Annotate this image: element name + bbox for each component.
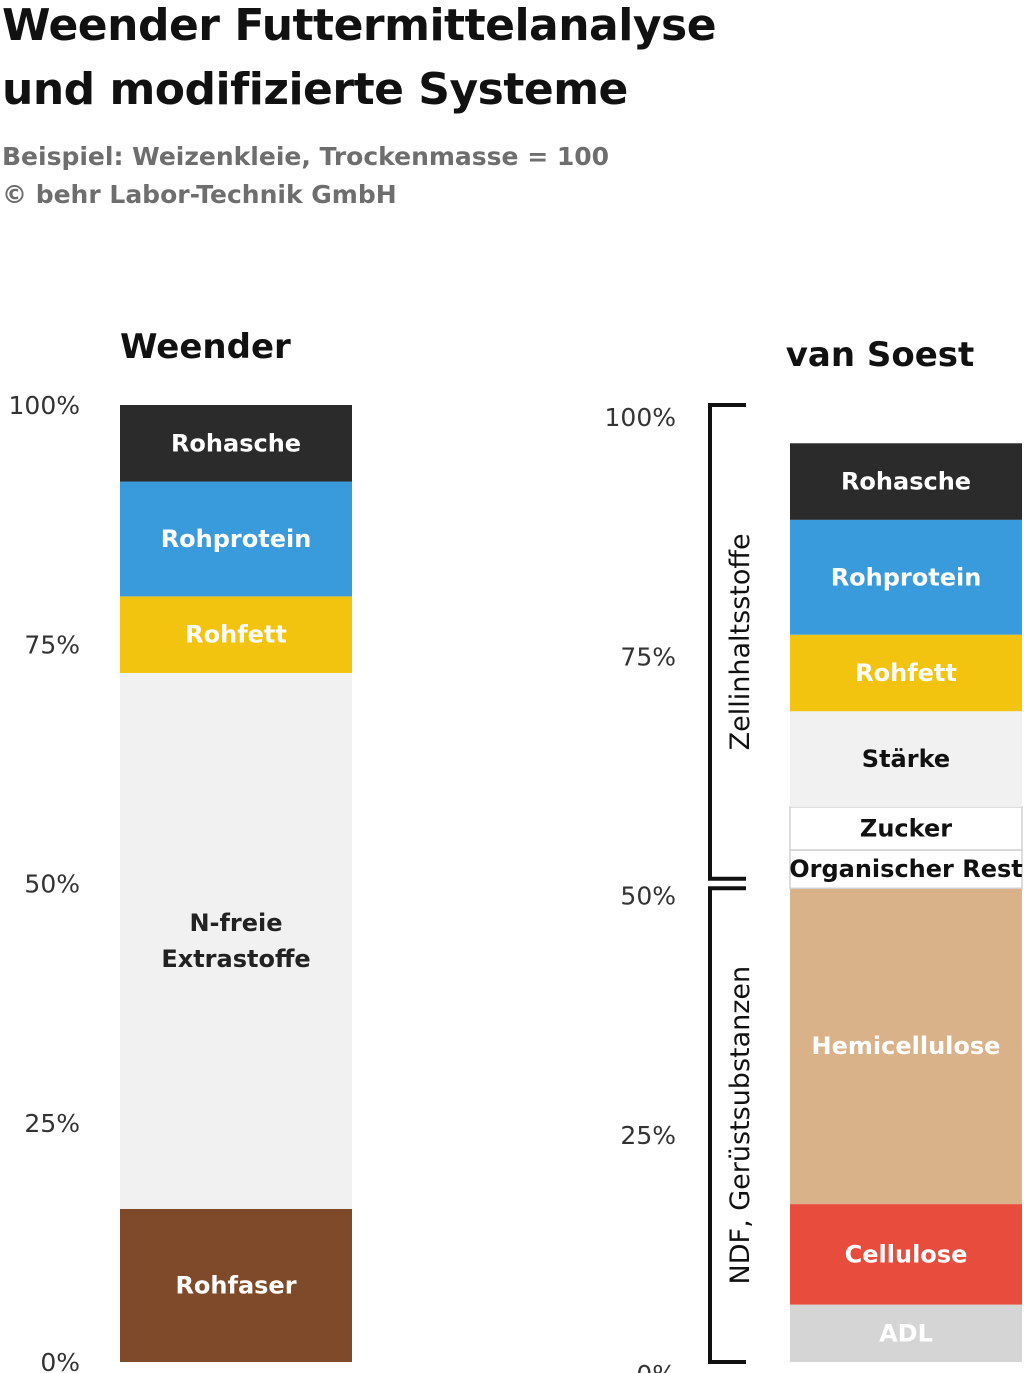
segment-label-weender-rohasche: Rohasche (171, 429, 301, 457)
segment-label-van-soest-hemicellulose: Hemicellulose (812, 1032, 1001, 1060)
bracket-label-ndf-geruestsubstanzen: NDF, Gerüstsubstanzen (725, 966, 756, 1285)
segment-label-van-soest-rohfett: Rohfett (855, 659, 957, 687)
bracket-label-zellinhaltsstoffe: Zellinhaltsstoffe (725, 533, 756, 750)
segment-label-van-soest-rohasche: Rohasche (841, 468, 971, 496)
chart-title: Weender Futtermittelanalyse und modifizi… (2, 0, 1002, 122)
segment-label-van-soest-cellulose: Cellulose (845, 1240, 968, 1268)
y-tick-label: 100% (605, 403, 676, 432)
chart-title-line-1: Weender Futtermittelanalyse (2, 0, 717, 51)
subtitle-line-1: Beispiel: Weizenkleie, Trockenmasse = 10… (2, 142, 610, 171)
bar-segment-van-soest-hemicellulose (790, 888, 1022, 1205)
segment-label-van-soest-zucker: Zucker (860, 814, 952, 842)
column-title-weender: Weender (120, 327, 291, 367)
segment-label-weender-rohprotein: Rohprotein (161, 525, 312, 553)
segment-label-weender-n-freie-extrastoffe: N-freie (189, 909, 282, 937)
segment-label-weender-n-freie-extrastoffe: Extrastoffe (161, 945, 310, 973)
y-tick-label: 50% (24, 870, 80, 899)
y-tick-label: 75% (620, 642, 676, 671)
segment-label-van-soest-organischer-rest: Organischer Rest (789, 855, 1023, 883)
y-tick-label: 0% (40, 1348, 80, 1373)
chart-subtitle: Beispiel: Weizenkleie, Trockenmasse = 10… (2, 138, 1002, 214)
segment-label-weender-rohfaser: Rohfaser (175, 1271, 296, 1299)
bar-segment-van-soest-staerke (790, 711, 1022, 807)
chart-title-line-2: und modifizierte Systeme (2, 64, 628, 115)
y-tick-label: 75% (24, 630, 80, 659)
bar-segment-van-soest-adl (790, 1304, 1022, 1362)
bar-segment-weender-n-freie-extrastoffe (120, 672, 352, 1209)
y-tick-label: 25% (24, 1109, 80, 1138)
segment-label-van-soest-rohprotein: Rohprotein (831, 563, 982, 591)
bar-segment-weender-rohasche (120, 405, 352, 482)
segment-label-weender-rohfett: Rohfett (185, 621, 287, 649)
column-title-van-soest: van Soest (786, 335, 975, 375)
bracket-zellinhaltsstoffe (708, 403, 746, 881)
bar-segment-van-soest-rohfett (790, 634, 1022, 712)
bar-segment-van-soest-rohasche (790, 443, 1022, 520)
y-tick-label: 100% (9, 391, 80, 420)
y-tick-label: 0% (636, 1360, 676, 1373)
bar-segment-van-soest-rohprotein (790, 519, 1022, 635)
segment-label-van-soest-adl: ADL (879, 1319, 933, 1347)
segment-label-van-soest-staerke: Stärke (862, 745, 950, 773)
bar-segment-van-soest-cellulose (790, 1204, 1022, 1305)
subtitle-line-2: © behr Labor-Technik GmbH (2, 180, 397, 209)
bar-segment-weender-rohprotein (120, 481, 352, 597)
bar-segment-van-soest-zucker (789, 806, 1023, 851)
bar-segment-weender-rohfaser (120, 1208, 352, 1362)
y-tick-label: 25% (620, 1121, 676, 1150)
bracket-ndf-geruestsubstanzen (708, 886, 746, 1364)
y-tick-label: 50% (620, 882, 676, 911)
bar-segment-van-soest-organischer-rest (789, 849, 1023, 890)
bar-segment-weender-rohfett (120, 596, 352, 673)
